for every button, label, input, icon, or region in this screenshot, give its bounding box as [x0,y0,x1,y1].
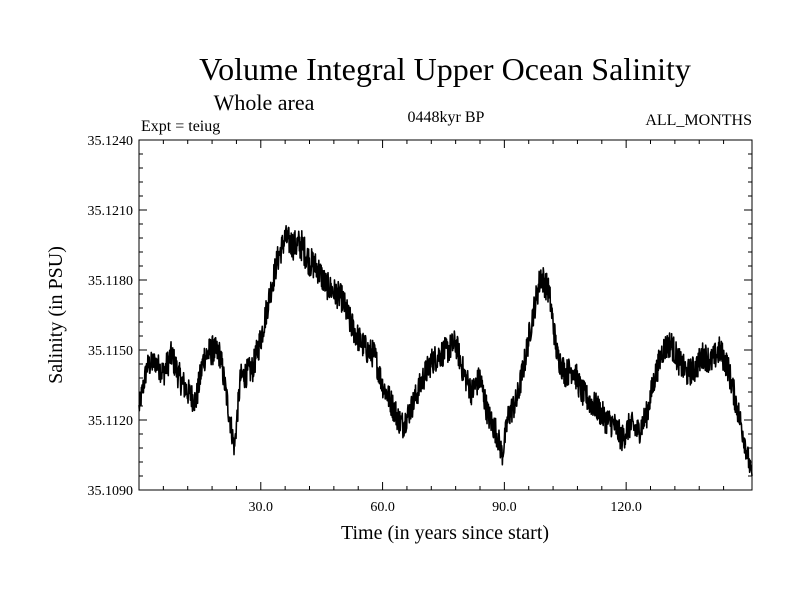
chart-subtitle: Whole area [214,90,315,115]
months-label: ALL_MONTHS [645,112,752,129]
x-axis-label: Time (in years since start) [341,522,549,544]
x-tick-label: 120.0 [610,500,642,515]
axis-layer: 35.1090 35.1120 35.1150 35.1180 35.1210 35.12… [88,134,752,515]
period-label: 0448kyr BP [408,109,485,126]
x-tick-label: 30.0 [249,500,274,515]
y-tick-label: 35.1210 [88,204,134,219]
y-tick-label: 35.1120 [88,414,133,429]
series-layer [138,224,753,476]
series-line-salinity [138,224,753,476]
x-tick-label: 60.0 [370,500,395,515]
plot-frame [138,139,753,491]
y-tick-label: 35.1240 [88,134,134,149]
chart-title: Volume Integral Upper Ocean Salinity [199,51,691,87]
experiment-label: Expt = teiug [141,118,220,135]
y-tick-label: 35.1090 [88,484,134,499]
x-tick-label: 90.0 [492,500,517,515]
y-tick-label: 35.1150 [88,344,133,359]
y-tick-label: 35.1180 [88,274,133,289]
y-axis-label: Salinity (in PSU) [45,246,67,384]
